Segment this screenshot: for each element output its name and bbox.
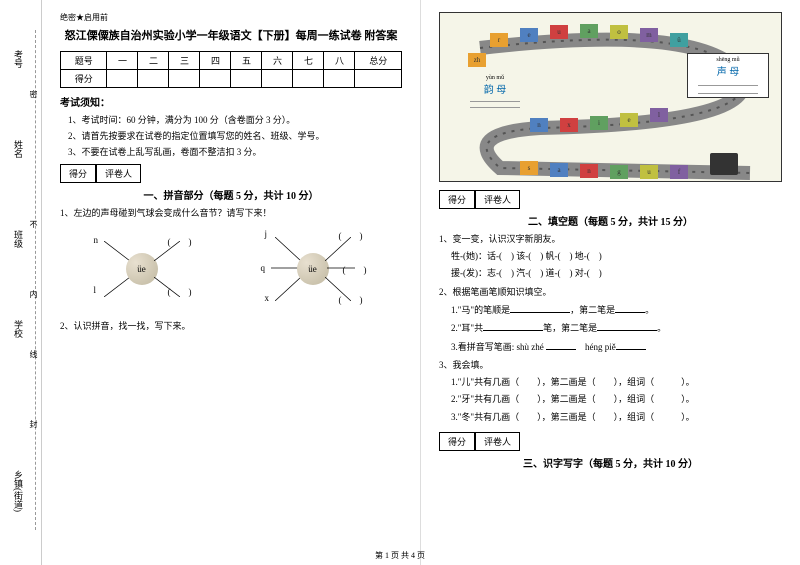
secret-tag: 绝密★启用前: [60, 12, 402, 23]
right-column: r e u a o m ü shēng mǔ 声 母 yùn mǔ 韵 母: [421, 0, 800, 565]
fold-label-3: 内: [28, 290, 39, 298]
table-row: 题号 一 二 三 四 五 六 七 八 总分: [61, 52, 402, 70]
s2-q3-1: 1."儿"共有几画（ ），第二画是（ ），组词（ ）。: [451, 375, 782, 389]
fold-label-1: 密: [28, 90, 39, 98]
score-marker-box: 得分评卷人: [439, 432, 782, 451]
section3-title: 三、识字写字（每题 5 分，共计 10 分）: [439, 455, 782, 470]
fold-label-4: 线: [28, 350, 39, 358]
left-column: 绝密★启用前 怒江傈僳族自治州实验小学一年级语文【下册】每周一练试卷 附答案 题…: [42, 0, 421, 565]
section2-title: 二、填空题（每题 5 分，共计 15 分）: [439, 213, 782, 228]
s2-q3: 3、我会填。: [439, 358, 782, 371]
s2-q3-3: 3."冬"共有几画（ ），第三画是（ ），组词（ ）。: [451, 410, 782, 424]
notice-item: 2、请首先按要求在试卷的指定位置填写您的姓名、班级、学号。: [68, 129, 402, 142]
fold-label-5: 封: [28, 420, 39, 428]
s2-q1-line2: 援-(发)：志-( ) 汽-( ) 道-( ) 对-( ): [451, 266, 782, 280]
sidebar-town: 乡镇(街道): [12, 470, 25, 512]
exam-title: 怒江傈僳族自治州实验小学一年级语文【下册】每周一练试卷 附答案: [60, 27, 402, 43]
score-marker-box: 得分评卷人: [439, 190, 782, 209]
s2-q3-2: 2."牙"共有几画（ ），第二画是（ ），组词（ ）。: [451, 392, 782, 406]
binding-sidebar: 考号 姓名 班级 学校 乡镇(街道) 密 不 内 线 封: [0, 0, 42, 565]
s2-q2-1: 1."马"的笔顺是，第二笔是。: [451, 302, 782, 317]
train-diagram: r e u a o m ü shēng mǔ 声 母 yùn mǔ 韵 母: [439, 12, 782, 182]
q2-text: 2、认识拼音，找一找，写下来。: [60, 319, 402, 332]
s2-q2-3: 3.看拼音写笔画: shù zhé héng piě: [451, 339, 782, 354]
notice-item: 3、不要在试卷上乱写乱画，卷面不整洁扣 3 分。: [68, 145, 402, 158]
section1-title: 一、拼音部分（每题 5 分，共计 10 分）: [60, 187, 402, 202]
q1-text: 1、左边的声母碰到气球会变成什么音节？请写下来！: [60, 206, 402, 219]
notice-item: 1、考试时间：60 分钟，满分为 100 分（含卷面分 3 分）。: [68, 113, 402, 126]
sidebar-name: 姓名: [12, 140, 25, 158]
s2-q1-line1: 牲-(她)：话-( ) 该-( ) 帆-( ) 地-( ): [451, 249, 782, 263]
score-table: 题号 一 二 三 四 五 六 七 八 总分 得分: [60, 51, 402, 88]
sidebar-school: 学校: [12, 320, 25, 338]
sidebar-examno: 考号: [12, 50, 25, 68]
sidebar-class: 班级: [12, 230, 25, 248]
shengmu-box: shēng mǔ 声 母: [687, 53, 769, 98]
fold-line: [35, 30, 36, 530]
s2-q2-2: 2."耳"共笔，第二笔是。: [451, 320, 782, 335]
locomotive-icon: [710, 153, 738, 175]
circles-diagram: n l üe ( ) ( ) j q x üe: [60, 229, 402, 309]
fold-label-2: 不: [28, 220, 39, 228]
score-marker-box: 得分评卷人: [60, 164, 402, 183]
notice-title: 考试须知：: [60, 94, 402, 109]
page-footer: 第 1 页 共 4 页: [0, 550, 800, 561]
s2-q2: 2、根据笔画笔顺知识填空。: [439, 285, 782, 298]
table-row: 得分: [61, 70, 402, 88]
yunmu-label: yùn mǔ 韵 母: [470, 75, 520, 108]
s2-q1: 1、变一变，认识汉字新朋友。: [439, 232, 782, 245]
